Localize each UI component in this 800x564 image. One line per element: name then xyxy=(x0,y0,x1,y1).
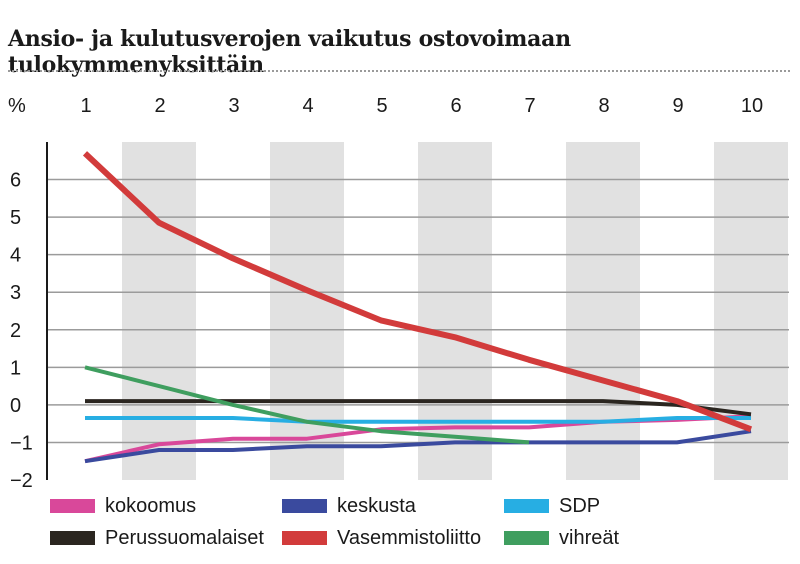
series-line-perussuomalaiset xyxy=(85,399,752,417)
y-tick-label: 3 xyxy=(10,282,21,304)
legend-item: SDP xyxy=(504,494,744,518)
y-tick-label: −1 xyxy=(10,432,33,454)
y-tick-label: 4 xyxy=(10,245,21,267)
x-tick-label: 7 xyxy=(524,95,535,117)
column-band xyxy=(714,142,788,480)
series-line-vasemmistoliitto xyxy=(82,151,753,433)
column-band xyxy=(122,142,196,480)
legend-label: SDP xyxy=(559,494,601,517)
x-axis-ticks: 1 2 3 4 5 6 7 8 9 10 xyxy=(80,95,763,117)
y-tick-label: 2 xyxy=(10,320,21,342)
legend-swatch xyxy=(50,499,95,513)
legend-swatch xyxy=(50,531,95,545)
legend-swatch xyxy=(504,499,549,513)
y-axis-unit-label: % xyxy=(8,95,26,117)
legend-swatch xyxy=(282,531,327,545)
y-tick-label: 6 xyxy=(10,170,21,192)
x-tick-label: 8 xyxy=(598,95,609,117)
y-tick-label: 5 xyxy=(10,207,21,229)
series-lines xyxy=(82,151,753,464)
y-axis: % −2 −1 0 1 2 3 4 5 6 xyxy=(8,95,48,490)
legend-label: Vasemmistoliitto xyxy=(337,526,482,549)
legend: kokoomus keskusta SDP Perussuomalaiset Vasem… xyxy=(50,494,770,550)
x-tick-label: 3 xyxy=(228,95,239,117)
column-band xyxy=(270,142,344,480)
title-divider xyxy=(8,70,790,72)
legend-item: Vasemmistoliitto xyxy=(282,526,504,550)
legend-item: vihreät xyxy=(504,526,744,550)
legend-label: vihreät xyxy=(559,526,620,549)
line-chart: % −2 −1 0 1 2 3 4 5 6 1 2 3 4 5 6 7 8 9 10 xyxy=(8,95,789,490)
legend-swatch xyxy=(504,531,549,545)
x-tick-label: 6 xyxy=(450,95,461,117)
chart-title: Ansio- ja kulutusverojen vaikutus ostovo… xyxy=(8,26,571,78)
x-tick-label: 9 xyxy=(672,95,683,117)
y-tick-label: −2 xyxy=(10,470,33,490)
x-tick-label: 4 xyxy=(302,95,313,117)
series-line-keskusta xyxy=(84,429,752,464)
legend-item: kokoomus xyxy=(50,494,282,518)
x-tick-label: 2 xyxy=(154,95,165,117)
y-tick-label: 1 xyxy=(10,357,21,379)
series-line-vihreät xyxy=(84,365,530,445)
legend-label: Perussuomalaiset xyxy=(105,526,264,549)
legend-label: kokoomus xyxy=(105,494,197,517)
legend-item: keskusta xyxy=(282,494,504,518)
column-band xyxy=(566,142,640,480)
y-tick-label: 0 xyxy=(10,395,21,417)
x-tick-label: 1 xyxy=(80,95,91,117)
legend-label: keskusta xyxy=(337,494,416,517)
legend-swatch xyxy=(282,499,327,513)
x-tick-label: 10 xyxy=(741,95,763,117)
legend-item: Perussuomalaiset xyxy=(50,526,282,550)
x-tick-label: 5 xyxy=(376,95,387,117)
series-line-sdp xyxy=(85,416,751,424)
